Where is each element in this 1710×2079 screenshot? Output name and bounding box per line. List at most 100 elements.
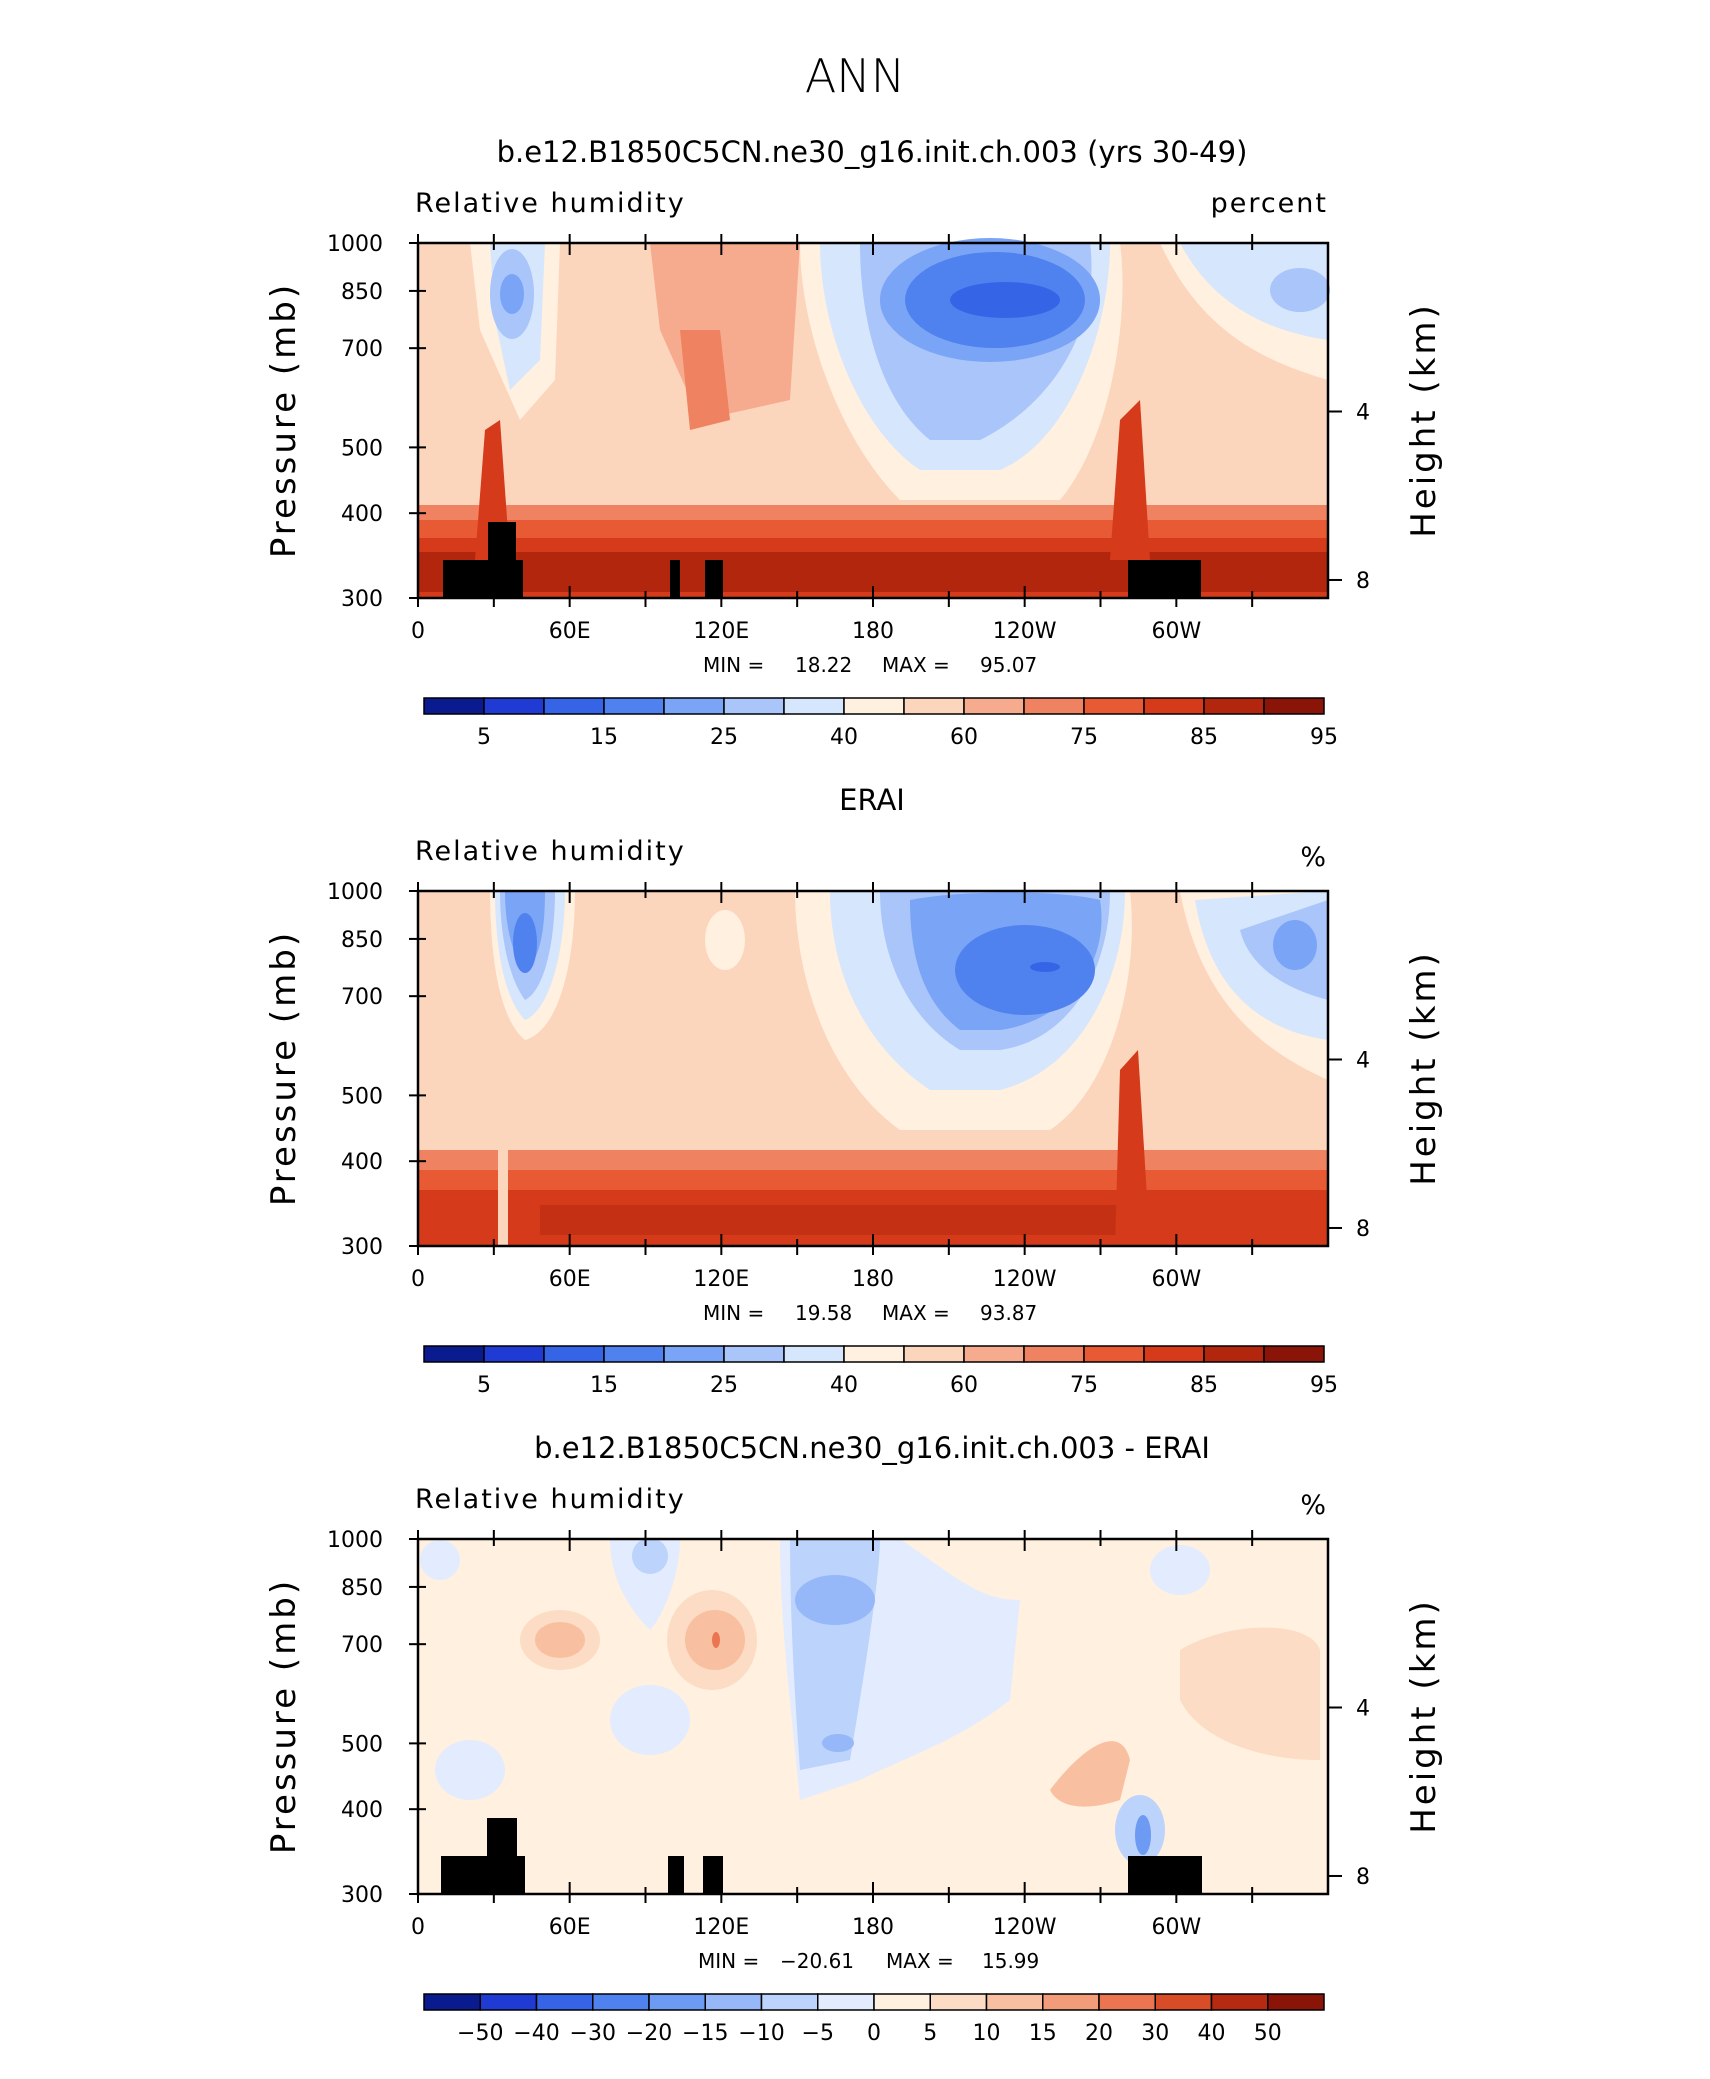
x-tick-label: 0 [411, 1267, 425, 1292]
colorbar-swatch [483, 1345, 545, 1363]
colorbar-swatch [903, 1345, 965, 1363]
colorbar-label: 10 [973, 2021, 1001, 2046]
colorbar-swatch [760, 1993, 819, 2011]
colorbar-swatch [592, 1993, 650, 2011]
colorbar: −50 −40 −30 −20 −15 −10 −5 0 5 10 15 20 30 40 50 [423, 1993, 1325, 2046]
colorbar-swatch [1203, 697, 1265, 715]
x-tick-label: 60E [549, 1267, 591, 1292]
x-tick-label: 60W [1151, 1267, 1201, 1292]
colorbar-swatch [1098, 1993, 1156, 2011]
y-tick-label-right: 8 [1356, 1217, 1370, 1242]
y-tick-label-right: 4 [1356, 1048, 1370, 1073]
colorbar-label: 20 [1085, 2021, 1113, 2046]
max-value: 93.87 [980, 1301, 1037, 1325]
panel-difference: b.e12.B1850C5CN.ne30_g16.init.ch.003 - E… [264, 1431, 1444, 2046]
colorbar-label: 30 [1141, 2021, 1169, 2046]
colorbar-swatch [603, 1345, 665, 1363]
y-tick-label: 500 [341, 436, 383, 461]
y-tick-label: 1000 [327, 1528, 383, 1553]
y-tick-label: 850 [341, 1576, 383, 1601]
colorbar-swatch [543, 1345, 605, 1363]
y-tick-label: 400 [341, 502, 383, 527]
colorbar-swatch [543, 697, 605, 715]
colorbar-label: 25 [710, 725, 738, 750]
colorbar-swatch [1083, 697, 1145, 715]
colorbar-label: −40 [513, 2021, 559, 2046]
colorbar-label: 5 [477, 1373, 491, 1398]
y-axis-label-right: Height (km) [1404, 1598, 1444, 1834]
colorbar-swatch [704, 1993, 763, 2011]
colorbar: 5 15 25 40 60 75 85 95 [423, 1345, 1338, 1398]
colorbar-swatch [1143, 1345, 1205, 1363]
plot-area [416, 238, 1330, 600]
y-tick-label: 1000 [327, 880, 383, 905]
y-tick-label-right: 4 [1356, 400, 1370, 425]
colorbar-swatch [783, 697, 845, 715]
y-tick-label: 700 [341, 1633, 383, 1658]
y-axis-label-right: Height (km) [1404, 302, 1444, 538]
colorbar-swatch [1154, 1993, 1213, 2011]
colorbar-label: 5 [477, 725, 491, 750]
colorbar-swatch [1263, 697, 1325, 715]
colorbar-swatch [985, 1993, 1044, 2011]
variable-label: Relative humidity [415, 188, 686, 219]
y-tick-label: 500 [341, 1084, 383, 1109]
x-tick-label: 60E [549, 619, 591, 644]
x-tick-label: 60E [549, 1915, 591, 1940]
colorbar-swatch [873, 1993, 931, 2011]
panel-title: b.e12.B1850C5CN.ne30_g16.init.ch.003 (yr… [497, 135, 1248, 169]
colorbar-label: 50 [1254, 2021, 1282, 2046]
colorbar-label: 15 [1029, 2021, 1057, 2046]
colorbar-label: 40 [1198, 2021, 1226, 2046]
colorbar-label: 60 [950, 1373, 978, 1398]
topography-mask [441, 1818, 1202, 1894]
max-value: 15.99 [982, 1949, 1039, 1973]
axes: 0 60E 120E 180 120W 60W 300 400 500 700 850 1000 8 4 [327, 1528, 1370, 1940]
colorbar-swatch [1042, 1993, 1100, 2011]
colorbar-swatch [843, 697, 905, 715]
variable-label: Relative humidity [415, 1484, 686, 1515]
y-tick-label: 300 [341, 1235, 383, 1260]
x-tick-label: 60W [1151, 619, 1201, 644]
panel-erai: ERAI Relative humidity % [264, 783, 1444, 1398]
y-tick-label-right: 8 [1356, 569, 1370, 594]
colorbar-swatch [423, 697, 485, 715]
min-value: 19.58 [795, 1301, 852, 1325]
units-label: percent [1211, 188, 1328, 219]
colorbar-swatch [843, 1345, 905, 1363]
colorbar-swatch [1143, 697, 1205, 715]
colorbar: 5 15 25 40 60 75 85 95 [423, 697, 1338, 750]
colorbar-swatch [723, 1345, 785, 1363]
colorbar-swatch [1263, 1345, 1325, 1363]
x-tick-label: 0 [411, 619, 425, 644]
units-label: % [1300, 842, 1328, 873]
colorbar-swatch [535, 1993, 594, 2011]
min-label: MIN = [703, 653, 764, 677]
y-axis-label: Pressure (mb) [264, 930, 304, 1206]
panel-title: ERAI [839, 783, 905, 817]
max-label: MAX = [886, 1949, 954, 1973]
colorbar-swatch [1023, 1345, 1085, 1363]
x-tick-label: 120E [693, 1915, 749, 1940]
colorbar-swatch [1210, 1993, 1269, 2011]
min-value: −20.61 [780, 1949, 854, 1973]
max-value: 95.07 [980, 653, 1037, 677]
y-axis-label: Pressure (mb) [264, 282, 304, 558]
colorbar-label: −15 [682, 2021, 728, 2046]
x-tick-label: 120W [993, 619, 1057, 644]
colorbar-label: 85 [1190, 1373, 1218, 1398]
colorbar-swatch [663, 1345, 725, 1363]
colorbar-swatch [929, 1993, 988, 2011]
axes: 0 60E 120E 180 120W 60W 300 400 500 700 850 1000 8 4 [327, 880, 1370, 1292]
main-title: ANN [805, 49, 905, 103]
max-label: MAX = [882, 1301, 950, 1325]
panel-model: b.e12.B1850C5CN.ne30_g16.init.ch.003 (yr… [264, 135, 1444, 750]
y-tick-label: 400 [341, 1150, 383, 1175]
topography-mask [443, 522, 1201, 598]
colorbar-swatch [1023, 697, 1085, 715]
y-tick-label: 700 [341, 337, 383, 362]
colorbar-swatch [483, 697, 545, 715]
colorbar-swatch [423, 1345, 485, 1363]
colorbar-swatch [723, 697, 785, 715]
